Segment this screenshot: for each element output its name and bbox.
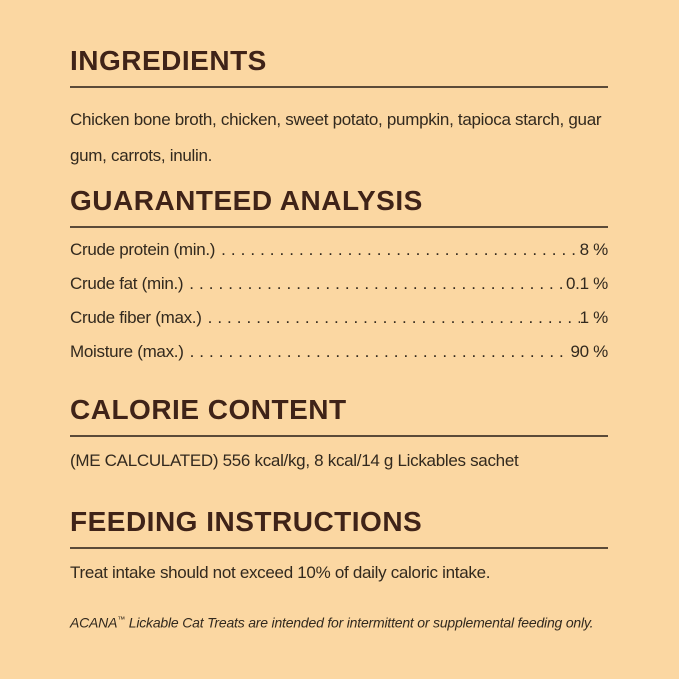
table-row: Crude protein (min.) ...................… (70, 233, 608, 267)
trademark-symbol: ™ (117, 615, 126, 624)
guaranteed-analysis-section: GUARANTEED ANALYSIS Crude protein (min.)… (70, 184, 608, 369)
section-divider (70, 226, 608, 228)
section-divider (70, 435, 608, 437)
dot-leader: ........................................… (207, 308, 580, 327)
analysis-value: 1 % (579, 308, 609, 327)
analysis-label: Crude fiber (max.) (70, 308, 202, 327)
dot-leader: ........................................… (221, 240, 579, 259)
section-divider (70, 86, 608, 88)
dot-leader: ........................................… (189, 342, 571, 361)
dot-leader: ........................................… (189, 274, 567, 293)
analysis-value: 90 % (570, 342, 608, 361)
ingredients-heading: INGREDIENTS (70, 45, 267, 76)
table-row: Moisture (max.) ........................… (70, 335, 608, 369)
analysis-label: Moisture (max.) (70, 342, 184, 361)
feeding-instructions-text: Treat intake should not exceed 10% of da… (70, 563, 491, 582)
guaranteed-analysis-table: Crude protein (min.) ...................… (70, 233, 608, 369)
guaranteed-analysis-heading: GUARANTEED ANALYSIS (70, 185, 423, 216)
brand-name: ACANA (70, 614, 118, 631)
calorie-content-section: CALORIE CONTENT (ME CALCULATED) 556 kcal… (70, 393, 608, 475)
section-divider (70, 547, 608, 549)
footnote-text: Lickable Cat Treats are intended for int… (125, 614, 594, 631)
analysis-value: 8 % (579, 240, 609, 259)
analysis-value: 0.1 % (566, 274, 608, 293)
footnote: ACANA™ Lickable Cat Treats are intended … (70, 609, 608, 634)
ingredients-section: INGREDIENTS Chicken bone broth, chicken,… (70, 44, 608, 174)
calorie-content-heading: CALORIE CONTENT (70, 394, 347, 425)
analysis-label: Crude fat (min.) (70, 274, 184, 293)
table-row: Crude fat (min.) .......................… (70, 267, 608, 301)
table-row: Crude fiber (max.) .....................… (70, 301, 608, 335)
analysis-label: Crude protein (min.) (70, 240, 216, 259)
feeding-instructions-section: FEEDING INSTRUCTIONS Treat intake should… (70, 505, 608, 587)
calorie-content-text: (ME CALCULATED) 556 kcal/kg, 8 kcal/14 g… (70, 451, 519, 470)
feeding-instructions-heading: FEEDING INSTRUCTIONS (70, 506, 423, 537)
ingredients-text: Chicken bone broth, chicken, sweet potat… (70, 110, 602, 165)
